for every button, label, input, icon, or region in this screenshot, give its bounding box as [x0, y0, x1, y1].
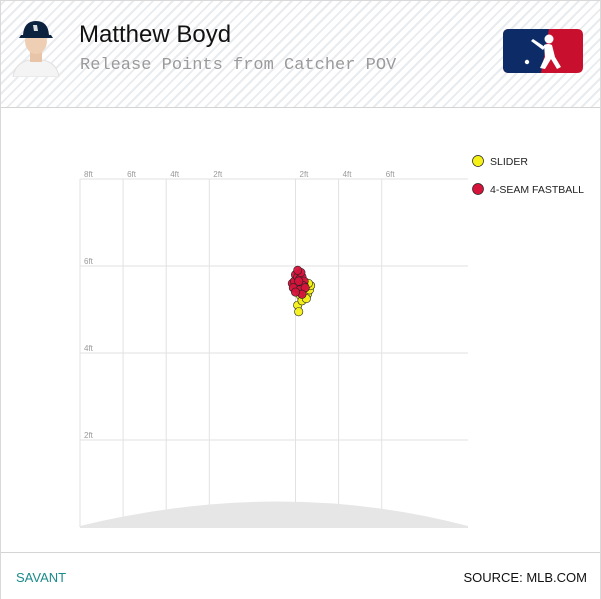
x-tick-label: 6ft: [386, 170, 396, 179]
y-tick-label: 4ft: [84, 344, 94, 353]
y-tick-label: 2ft: [84, 431, 94, 440]
release-point: [293, 265, 303, 275]
x-tick-label: 8ft: [84, 170, 94, 179]
legend-label: SLIDER: [490, 156, 528, 168]
release-point-chart: 8ft 6ft 4ft 2ft 2ft 4ft 6ft 6ft 4ft 2ft SLIDER 4-S…: [79, 155, 584, 528]
points-layer: [287, 265, 316, 317]
x-tick-label: 6ft: [127, 170, 137, 179]
mlb-logo-icon: [503, 29, 583, 73]
release-point: [294, 307, 304, 317]
chart-subtitle: Release Points from Catcher POV: [80, 56, 397, 75]
legend-swatch: [472, 183, 484, 195]
source-label: SOURCE: MLB.COM: [463, 570, 587, 585]
tick-layer: 8ft 6ft 4ft 2ft 2ft 4ft 6ft 6ft 4ft 2ft: [84, 170, 395, 440]
player-name: Matthew Boyd: [79, 21, 232, 48]
release-point: [294, 276, 304, 286]
savant-link[interactable]: SAVANT: [16, 570, 67, 585]
x-tick-label: 2ft: [213, 170, 223, 179]
x-tick-label: 4ft: [170, 170, 180, 179]
legend-swatch: [472, 155, 484, 167]
legend-label: 4-SEAM FASTBALL: [490, 184, 584, 196]
pitchers-mound: [80, 501, 468, 528]
grid-layer: [79, 178, 468, 527]
player-headshot-icon: [12, 21, 60, 77]
card-header: Matthew Boyd Release Points from Catcher…: [1, 1, 600, 108]
legend: SLIDER 4-SEAM FASTBALL: [472, 155, 584, 196]
release-point: [290, 287, 300, 297]
card-footer: SAVANT SOURCE: MLB.COM: [1, 552, 600, 599]
y-tick-label: 6ft: [84, 257, 94, 266]
x-tick-label: 2ft: [300, 170, 310, 179]
x-tick-label: 4ft: [343, 170, 353, 179]
